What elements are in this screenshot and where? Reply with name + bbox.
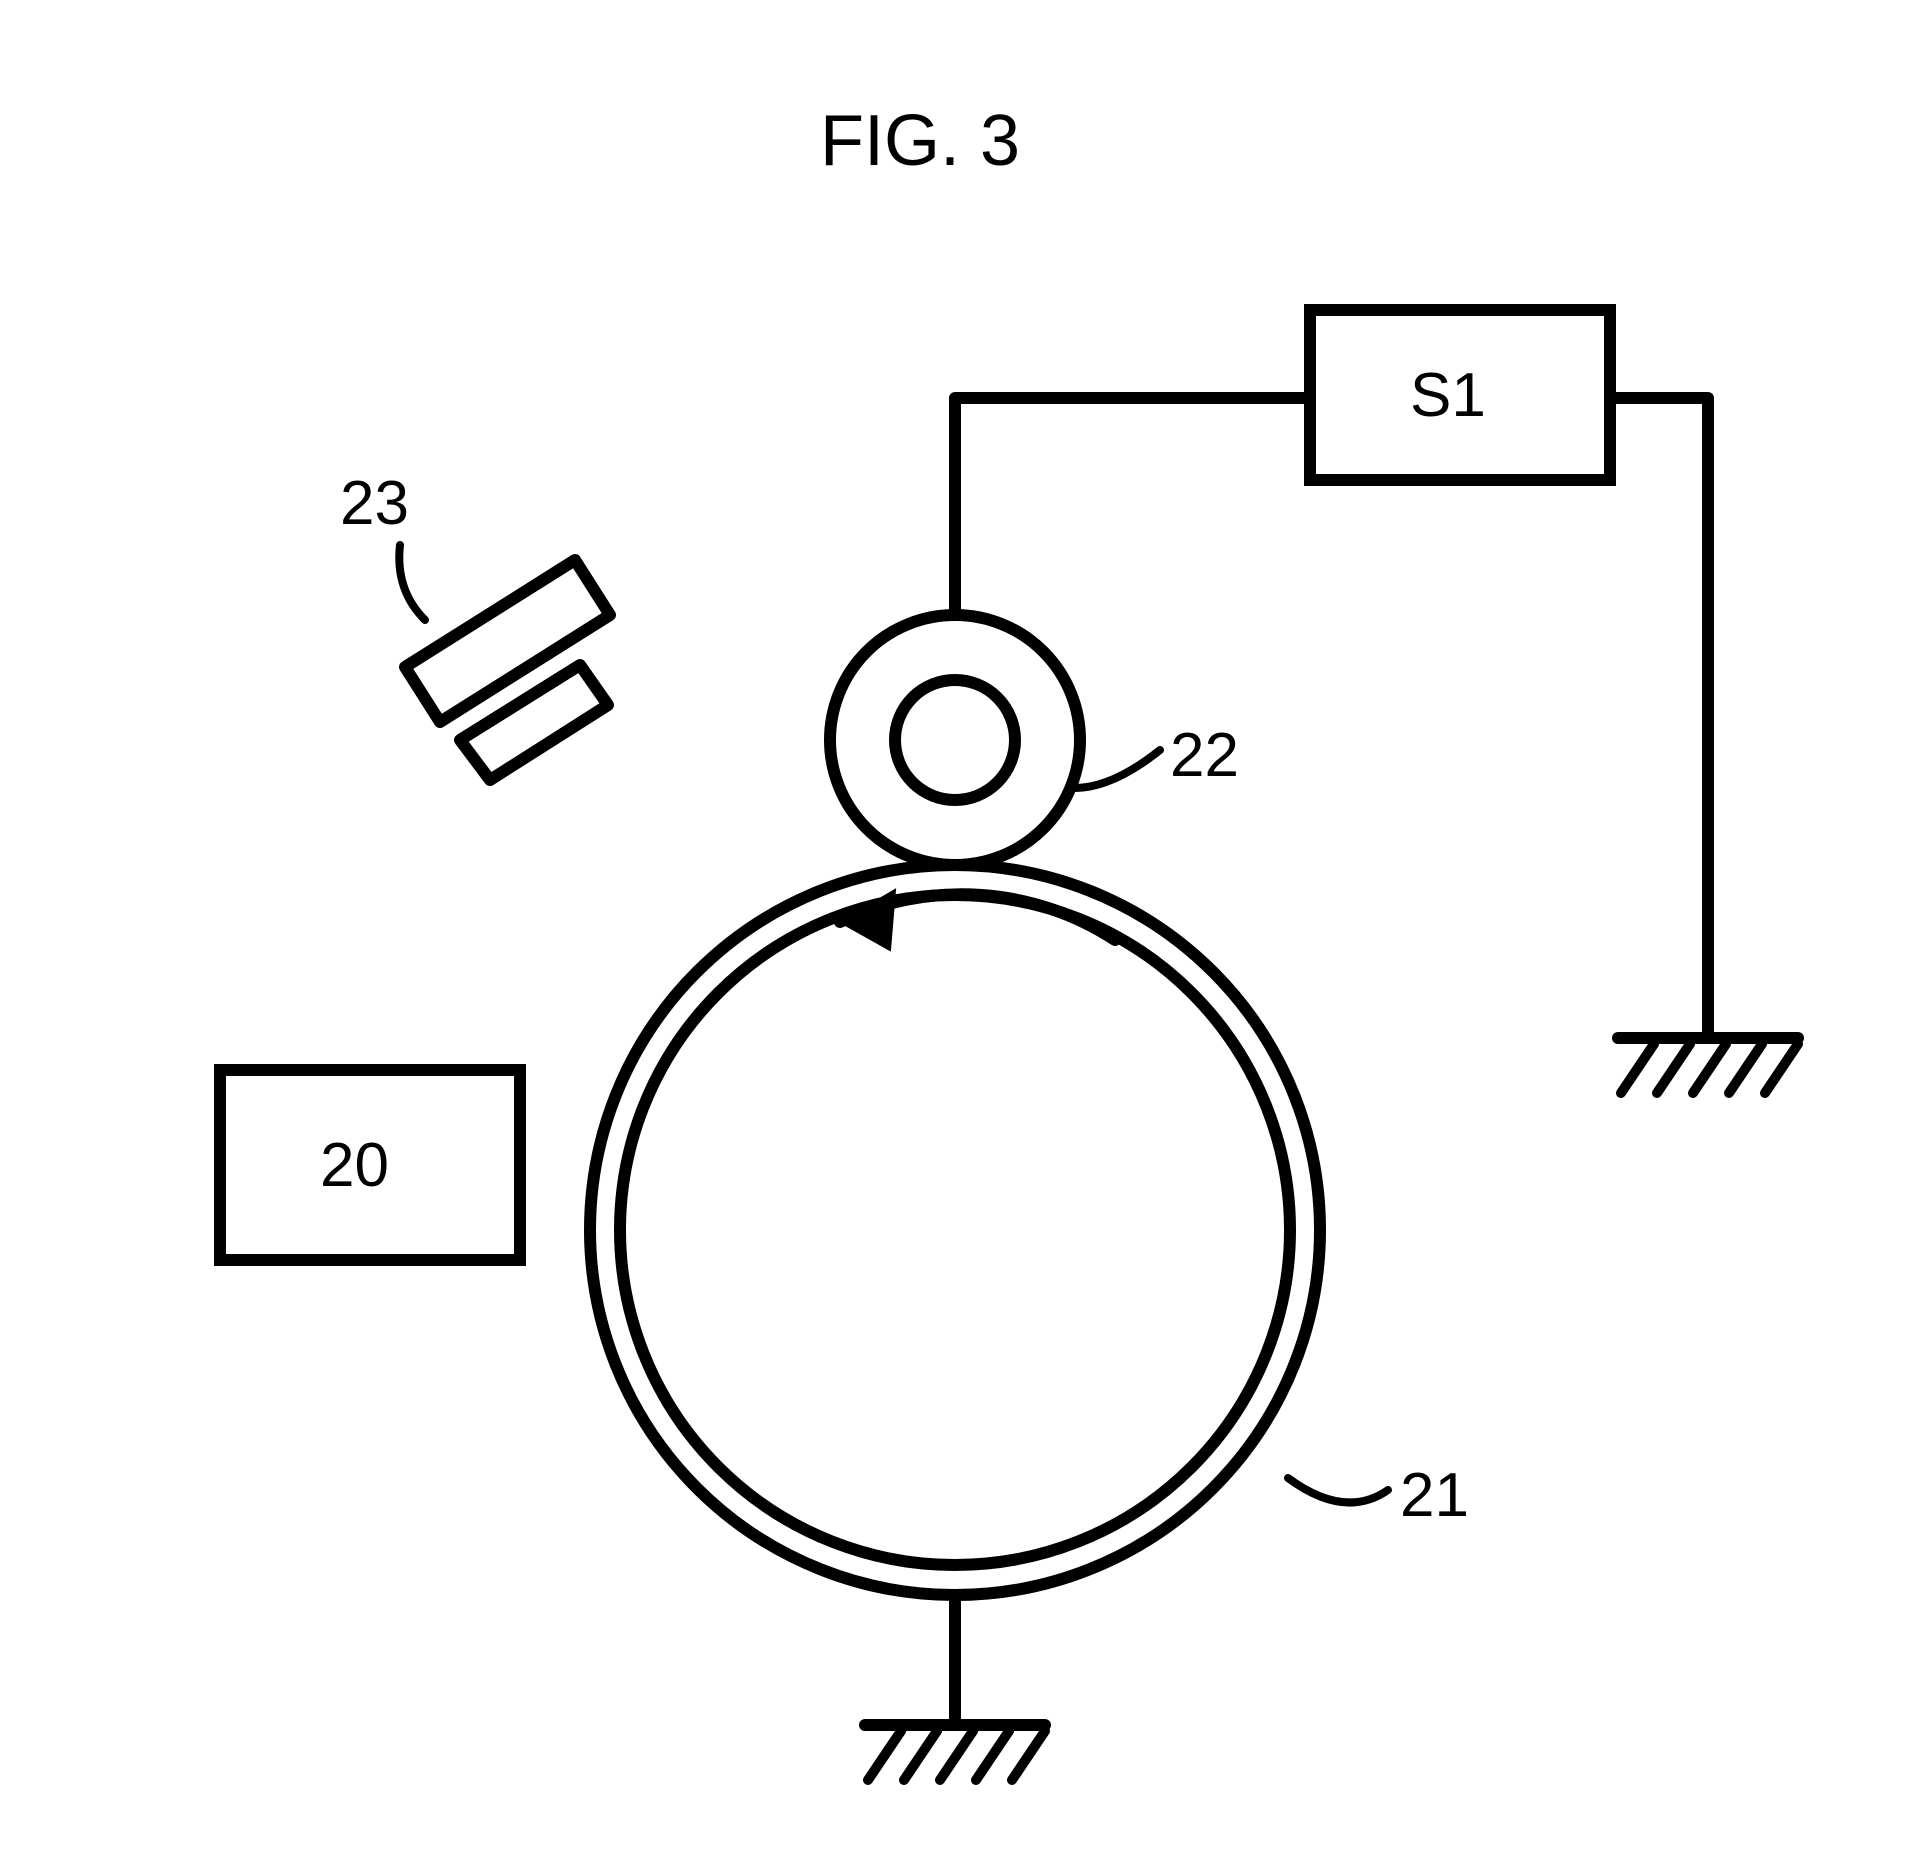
label-23: 23 xyxy=(340,468,409,539)
label-20: 20 xyxy=(320,1130,389,1201)
label-21: 21 xyxy=(1400,1460,1469,1531)
figure-title: FIG. 3 xyxy=(820,100,1020,182)
diagram-svg xyxy=(0,0,1915,1867)
label-s1: S1 xyxy=(1410,360,1486,431)
label-22: 22 xyxy=(1170,720,1239,791)
figure-canvas: FIG. 3 21 22 23 20 S1 xyxy=(0,0,1915,1867)
